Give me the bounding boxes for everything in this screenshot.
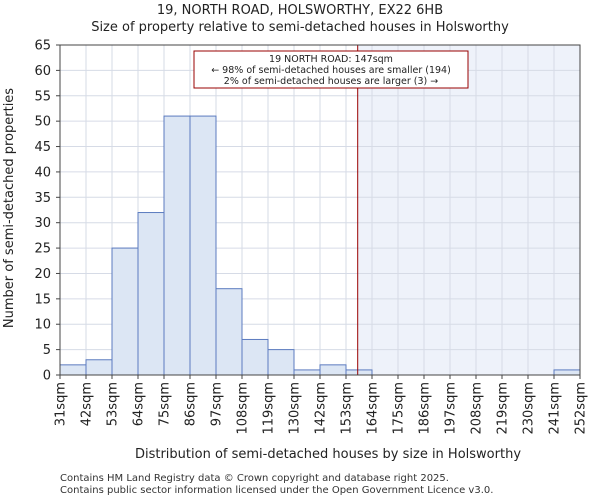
histogram-bar xyxy=(111,247,139,376)
histogram-bar xyxy=(241,338,269,376)
x-tick-label: 64sqm xyxy=(132,382,147,426)
histogram-bar xyxy=(189,115,217,376)
annotation-text: ← 98% of semi-detached houses are smalle… xyxy=(211,65,451,76)
y-tick-label: 35 xyxy=(34,191,51,206)
histogram-bar xyxy=(553,369,581,376)
y-tick-label: 30 xyxy=(34,216,51,231)
x-tick-label: 153sqm xyxy=(340,382,355,435)
x-tick-label: 164sqm xyxy=(366,382,381,435)
annotation-text: 19 NORTH ROAD: 147sqm xyxy=(269,54,393,65)
histogram-bar xyxy=(85,359,113,376)
histogram-chart: 0 5 10 15 20 25 30 35 40 45 50 55 60 65 31sqm 42sqm 53sq… xyxy=(2,39,589,463)
histogram-bar xyxy=(215,288,243,376)
x-tick-label: 241sqm xyxy=(548,382,563,435)
y-tick-label: 45 xyxy=(34,140,51,155)
y-tick-label: 40 xyxy=(34,165,51,180)
y-tick-label: 55 xyxy=(34,89,51,104)
x-tick-label: 252sqm xyxy=(574,382,589,435)
x-tick-label: 130sqm xyxy=(288,382,303,435)
histogram-bar xyxy=(59,364,87,376)
y-tick-label: 20 xyxy=(34,267,51,282)
x-tick-label: 208sqm xyxy=(470,382,485,435)
y-tick-label: 5 xyxy=(43,343,51,358)
x-tick-label: 42sqm xyxy=(80,382,95,426)
y-tick-label: 0 xyxy=(43,369,51,384)
x-tick-label: 197sqm xyxy=(444,382,459,435)
y-tick-label: 15 xyxy=(34,292,51,307)
x-tick-label: 175sqm xyxy=(392,382,407,435)
x-tick-label: 186sqm xyxy=(418,382,433,435)
x-tick-label: 230sqm xyxy=(522,382,537,435)
y-tick-label: 10 xyxy=(34,318,51,333)
x-tick-label: 219sqm xyxy=(496,382,511,435)
histogram-bar xyxy=(137,212,165,376)
y-tick-label: 65 xyxy=(34,39,51,54)
chart-subtitle: Size of property relative to semi-detach… xyxy=(91,20,509,35)
x-tick-label: 119sqm xyxy=(262,382,277,435)
histogram-bar xyxy=(267,349,295,376)
footer-licence: Contains public sector information licen… xyxy=(60,485,494,496)
x-tick-label: 31sqm xyxy=(54,382,69,426)
histogram-bar xyxy=(319,364,347,376)
histogram-bar xyxy=(345,369,373,376)
x-tick-label: 108sqm xyxy=(236,382,251,435)
x-tick-label: 53sqm xyxy=(106,382,121,426)
y-tick-label: 50 xyxy=(34,115,51,130)
x-tick-label: 97sqm xyxy=(210,382,225,426)
y-tick-label: 25 xyxy=(34,242,51,257)
x-axis-title: Distribution of semi-detached houses by … xyxy=(135,447,521,462)
footer-copyright: Contains HM Land Registry data © Crown c… xyxy=(60,473,449,484)
histogram-bar xyxy=(163,115,191,376)
x-tick-label: 142sqm xyxy=(314,382,329,435)
x-tick-label: 75sqm xyxy=(158,382,173,426)
y-tick-label: 60 xyxy=(34,64,51,79)
larger-region-shade xyxy=(357,45,580,375)
histogram-bar xyxy=(293,369,321,376)
annotation-text: 2% of semi-detached houses are larger (3… xyxy=(224,76,438,87)
annotation-box xyxy=(193,50,469,89)
chart-title: 19, NORTH ROAD, HOLSWORTHY, EX22 6HB xyxy=(156,3,444,18)
x-tick-label: 86sqm xyxy=(184,382,199,426)
y-axis-title: Number of semi-detached properties xyxy=(2,88,17,328)
